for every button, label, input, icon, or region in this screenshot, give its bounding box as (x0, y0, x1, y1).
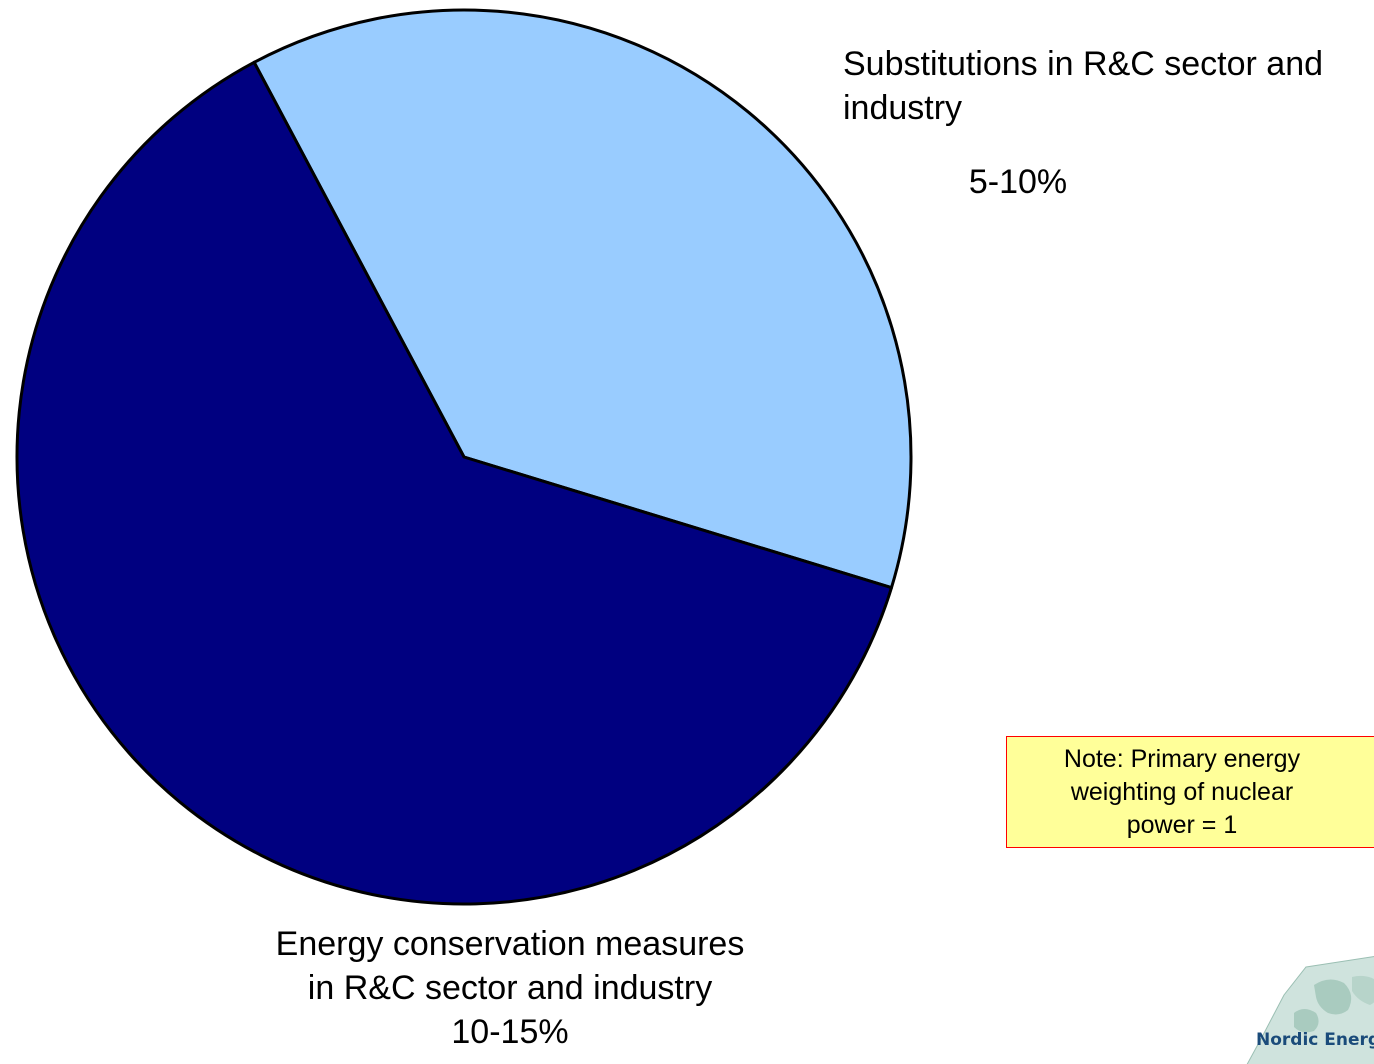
note-line-2: weighting of nuclear (1070, 778, 1294, 806)
pie-slice-1 (252, 8, 913, 590)
label-substitutions: Substitutions in R&C sector and industry (843, 45, 1324, 127)
value-conservation: 10-15% (451, 1013, 569, 1051)
label-conservation: Energy conservation measures in R&C sect… (180, 922, 840, 1054)
note-line-1: Note: Primary energy (1063, 745, 1301, 773)
value-substitutions: 5-10% (968, 163, 1068, 201)
nordic-energy-logo: Nordic Energy (1244, 955, 1374, 1064)
map-icon (1246, 956, 1374, 1064)
label-conservation-line2: in R&C sector and industry (307, 969, 713, 1007)
note-line-3: power = 1 (1126, 811, 1238, 839)
pie-slices (15, 8, 913, 906)
note-box: Note: Primary energy weighting of nuclea… (1006, 736, 1374, 848)
label-conservation-line1: Energy conservation measures (275, 925, 745, 963)
logo-text: Nordic Energy (1256, 1030, 1374, 1050)
pie-slice-2 (15, 60, 893, 906)
